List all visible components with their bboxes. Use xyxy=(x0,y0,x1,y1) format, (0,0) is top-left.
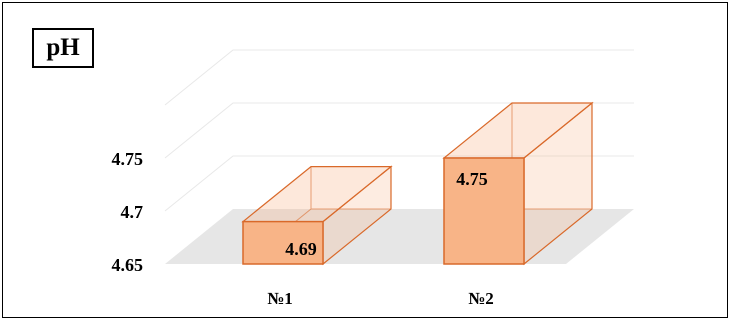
y-tick-label: 4.75 xyxy=(112,149,144,169)
data-label: 4.69 xyxy=(285,239,317,259)
y-tick-label: 4.7 xyxy=(121,202,144,222)
y-tick-label: 4.65 xyxy=(112,255,144,275)
x-category-label: №1 xyxy=(267,289,293,308)
gridline xyxy=(165,50,634,105)
x-category-label: №2 xyxy=(468,289,494,308)
data-label: 4.75 xyxy=(456,169,488,189)
